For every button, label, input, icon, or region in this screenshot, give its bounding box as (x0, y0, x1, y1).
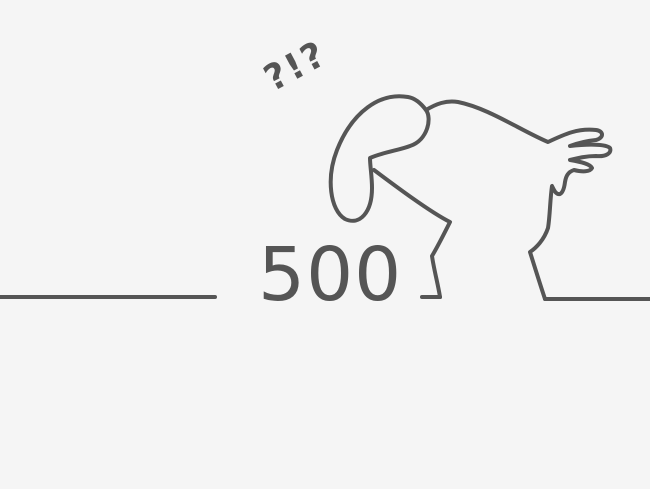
error-code: 500 (258, 232, 403, 318)
figure-head (328, 94, 431, 223)
figure-leg (372, 168, 452, 299)
figure-body (424, 99, 613, 301)
